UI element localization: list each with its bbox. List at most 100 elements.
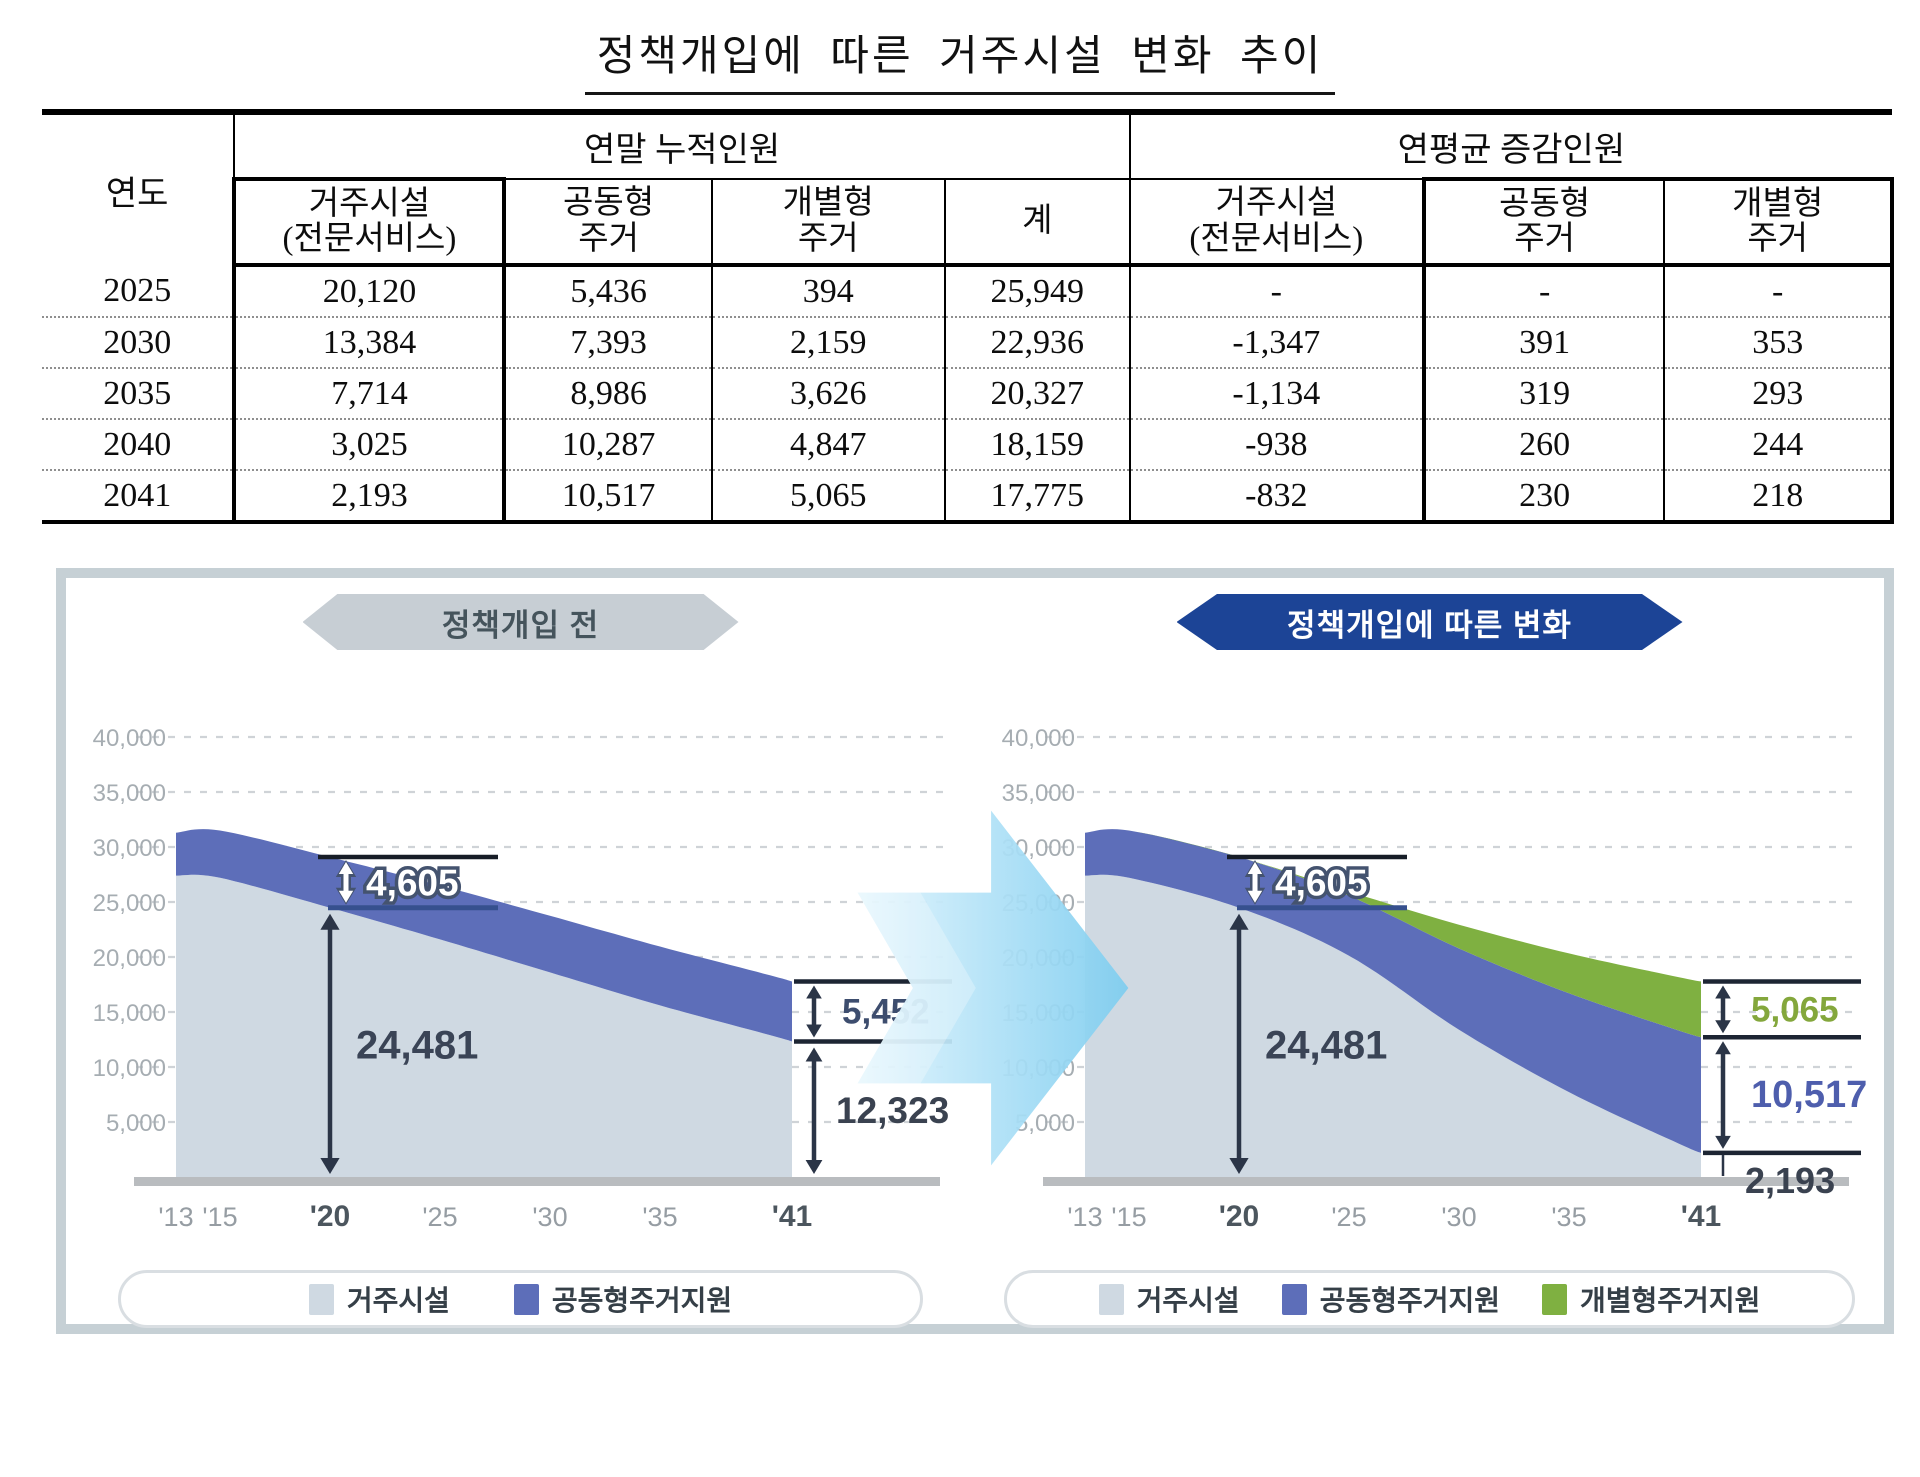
cell-communal: 10,517 bbox=[504, 470, 713, 522]
svg-text:'35: '35 bbox=[1551, 1202, 1586, 1232]
data-table: 연도 연말 누적인원 연평균 증감인원 거주시설 (전문서비스) 공동형 주거 개별… bbox=[42, 109, 1894, 524]
legend-label: 거주시설 bbox=[1136, 1285, 1240, 1316]
cell-total: 25,949 bbox=[944, 265, 1131, 318]
table-row: 2041 2,193 10,517 5,065 17,775 -832 230 218 bbox=[42, 470, 1894, 522]
cell-residential-change: -1,347 bbox=[1129, 317, 1425, 369]
svg-text:25,000: 25,000 bbox=[92, 890, 165, 917]
svg-text:4,605: 4,605 bbox=[366, 862, 459, 903]
svg-text:5,000: 5,000 bbox=[105, 1110, 165, 1137]
cell-residential: 13,384 bbox=[232, 317, 507, 369]
legend-swatch-residential bbox=[308, 1283, 334, 1315]
col-header-communal-change: 공동형 주거 bbox=[1421, 177, 1666, 267]
chart-panel-before: 정책개입 전 40,000 35,000 30,000 25,000 20,000 15,… bbox=[66, 578, 975, 1328]
cell-year: 2025 bbox=[42, 265, 236, 318]
svg-text:40,000: 40,000 bbox=[1001, 725, 1074, 752]
svg-text:15,000: 15,000 bbox=[92, 1000, 165, 1027]
svg-text:'15: '15 bbox=[1111, 1202, 1146, 1232]
svg-text:'13: '13 bbox=[1067, 1202, 1102, 1232]
cell-communal: 7,393 bbox=[504, 317, 713, 369]
banner-after-policy: 정책개입에 따른 변화 bbox=[1176, 594, 1683, 650]
cell-individual-change: 353 bbox=[1664, 317, 1894, 369]
svg-text:'25: '25 bbox=[422, 1202, 457, 1232]
legend-item: 개별형주거지원 bbox=[1542, 1279, 1760, 1319]
cell-residential: 20,120 bbox=[232, 265, 507, 318]
cell-individual-change: 293 bbox=[1664, 368, 1894, 420]
svg-text:5,065: 5,065 bbox=[1751, 990, 1839, 1029]
cell-individual-change: 244 bbox=[1664, 419, 1894, 471]
cell-communal-change: 230 bbox=[1421, 470, 1666, 522]
cell-residential: 7,714 bbox=[232, 368, 507, 420]
col-header-communal: 공동형 주거 bbox=[504, 179, 713, 267]
figure-panel: 정책개입 전 40,000 35,000 30,000 25,000 20,000 15,… bbox=[56, 568, 1894, 1334]
cell-residential-change: - bbox=[1129, 265, 1425, 318]
col-header-residential-change: 거주시설 (전문서비스) bbox=[1129, 179, 1425, 267]
cell-communal: 8,986 bbox=[504, 368, 713, 420]
svg-text:'35: '35 bbox=[642, 1202, 677, 1232]
title-row: 정책개입에 따른 거주시설 변화 추이 bbox=[0, 0, 1920, 95]
legend-label: 거주시설 bbox=[346, 1285, 450, 1316]
svg-text:'20: '20 bbox=[1218, 1200, 1259, 1233]
svg-text:'20: '20 bbox=[309, 1200, 350, 1233]
col-header-year: 연도 bbox=[42, 112, 236, 265]
cell-communal: 5,436 bbox=[504, 265, 713, 318]
cell-communal-change: 260 bbox=[1421, 419, 1666, 471]
table-row: 2025 20,120 5,436 394 25,949- -- bbox=[42, 265, 1894, 318]
legend-swatch-communal bbox=[1281, 1283, 1307, 1315]
cell-individual-change: - bbox=[1664, 265, 1894, 318]
col-header-total: 계 bbox=[944, 179, 1131, 267]
transition-arrow-icon bbox=[857, 810, 1129, 1166]
cell-communal-change: 319 bbox=[1421, 368, 1666, 420]
svg-text:12,323: 12,323 bbox=[836, 1090, 949, 1131]
col-group-avg-change: 연평균 증감인원 bbox=[1129, 112, 1892, 180]
svg-text:'30: '30 bbox=[532, 1202, 567, 1232]
col-header-individual-change: 개별형 주거 bbox=[1664, 177, 1894, 267]
legend-before: 거주시설 공동형주거지원 bbox=[117, 1270, 924, 1328]
svg-text:10,000: 10,000 bbox=[92, 1055, 165, 1082]
svg-text:40,000: 40,000 bbox=[92, 725, 165, 752]
legend-item: 공동형주거지원 bbox=[513, 1279, 733, 1319]
legend-after: 거주시설 공동형주거지원 개별형주거지원 bbox=[1003, 1270, 1856, 1328]
area-chart-before: 40,000 35,000 30,000 25,000 20,000 15,000 10,0… bbox=[92, 725, 952, 1233]
cell-residential-change: -832 bbox=[1129, 470, 1425, 522]
cell-individual: 394 bbox=[711, 265, 946, 318]
legend-label: 개별형주거지원 bbox=[1580, 1285, 1761, 1316]
col-header-individual: 개별형 주거 bbox=[711, 179, 946, 267]
svg-text:4,605: 4,605 bbox=[1275, 862, 1368, 903]
cell-total: 22,936 bbox=[944, 317, 1131, 369]
svg-text:35,000: 35,000 bbox=[92, 780, 165, 807]
cell-individual: 5,065 bbox=[711, 470, 946, 522]
page-title: 정책개입에 따른 거주시설 변화 추이 bbox=[584, 22, 1336, 95]
svg-text:20,000: 20,000 bbox=[92, 945, 165, 972]
cell-individual-change: 218 bbox=[1664, 470, 1894, 522]
legend-label: 공동형주거지원 bbox=[551, 1285, 733, 1316]
svg-text:35,000: 35,000 bbox=[1001, 780, 1074, 807]
legend-swatch-communal bbox=[513, 1283, 539, 1315]
legend-label: 공동형주거지원 bbox=[1319, 1285, 1501, 1316]
table-row: 2040 3,025 10,287 4,847 18,159 -938 260 244 bbox=[42, 419, 1894, 471]
cell-year: 2035 bbox=[42, 368, 236, 420]
svg-text:'13: '13 bbox=[158, 1202, 193, 1232]
legend-swatch-residential bbox=[1098, 1283, 1124, 1315]
cell-year: 2041 bbox=[42, 470, 236, 522]
svg-text:'41: '41 bbox=[1680, 1200, 1721, 1233]
legend-swatch-individual bbox=[1542, 1283, 1568, 1315]
svg-text:'30: '30 bbox=[1441, 1202, 1476, 1232]
svg-text:2,193: 2,193 bbox=[1745, 1160, 1835, 1201]
table-subheader-row: 거주시설 (전문서비스) 공동형 주거 개별형 주거 계 거주시설 (전문서비스) 공동… bbox=[42, 177, 1894, 267]
table-row: 2035 7,714 8,986 3,626 20,327 -1,134 319 293 bbox=[42, 368, 1894, 420]
cell-total: 20,327 bbox=[944, 368, 1131, 420]
cell-communal: 10,287 bbox=[504, 419, 713, 471]
cell-residential-change: -1,134 bbox=[1129, 368, 1425, 420]
chart-panel-after: 정책개입에 따른 변화 40,00035,00030,00025,00020,0… bbox=[975, 578, 1884, 1328]
cell-residential: 2,193 bbox=[232, 470, 507, 522]
svg-text:24,481: 24,481 bbox=[356, 1023, 478, 1067]
cell-individual: 3,626 bbox=[711, 368, 946, 420]
table-row: 2030 13,384 7,393 2,159 22,936 -1,347 391 35… bbox=[42, 317, 1894, 369]
table-group-header-row: 연도 연말 누적인원 연평균 증감인원 bbox=[42, 112, 1892, 265]
svg-text:10,517: 10,517 bbox=[1751, 1074, 1867, 1116]
svg-text:'15: '15 bbox=[202, 1202, 237, 1232]
cell-individual: 4,847 bbox=[711, 419, 946, 471]
svg-text:'25: '25 bbox=[1331, 1202, 1366, 1232]
cell-communal-change: - bbox=[1421, 265, 1666, 318]
